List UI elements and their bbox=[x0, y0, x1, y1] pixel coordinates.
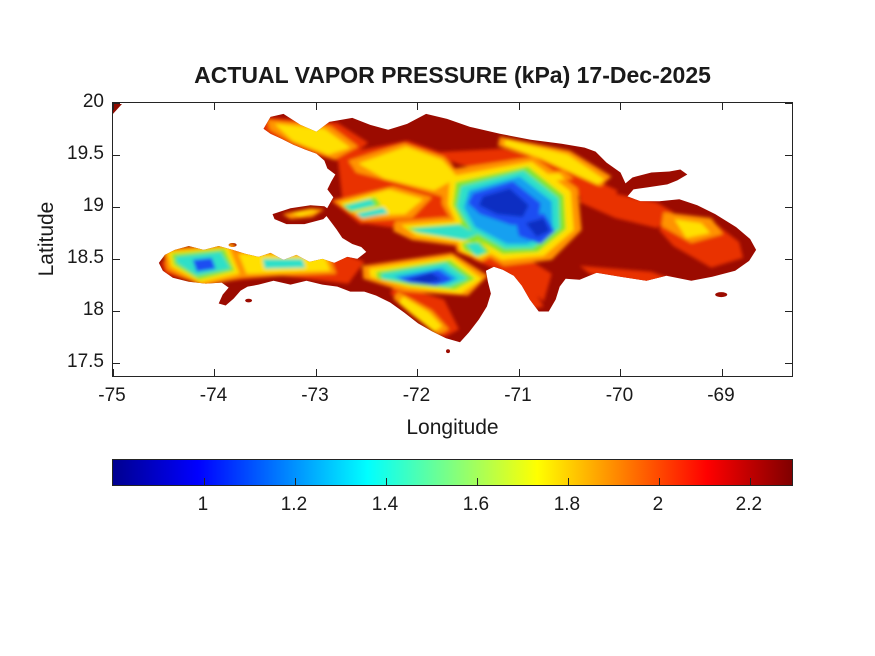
x-tick-top--74 bbox=[214, 103, 216, 110]
y-tick-label: 18 bbox=[82, 299, 104, 321]
x-tick--70 bbox=[620, 369, 622, 376]
x-tick-label: -75 bbox=[98, 385, 126, 406]
colorbar-tick-label: 1 bbox=[197, 494, 209, 515]
x-tick--71 bbox=[518, 369, 520, 376]
y-tick-label: 20 bbox=[82, 91, 104, 112]
colorbar-tick-1.4 bbox=[385, 478, 387, 485]
colorbar-tick-label: 1.2 bbox=[280, 494, 308, 515]
x-tick-top--69 bbox=[721, 103, 723, 110]
colorbar-tick-label: 2.2 bbox=[735, 494, 763, 515]
x-tick-label: -70 bbox=[605, 385, 634, 406]
y-tick-18.5 bbox=[113, 259, 120, 260]
map-cuba-fragment bbox=[113, 103, 122, 114]
x-tick-top--75 bbox=[113, 103, 114, 110]
y-tick-right-20 bbox=[785, 103, 792, 104]
y-tick-18 bbox=[113, 311, 120, 313]
y-axis-label: Latitude bbox=[35, 201, 58, 277]
y-tick-right-18 bbox=[785, 311, 792, 313]
y-tick-right-17.5 bbox=[785, 363, 792, 365]
y-tick-20 bbox=[113, 103, 120, 104]
colorbar-tick-label: 1.8 bbox=[553, 494, 581, 515]
colorbar-tick-label: 1.6 bbox=[462, 494, 490, 515]
x-tick-label: -69 bbox=[707, 385, 735, 406]
colorbar-tick-2.2 bbox=[749, 478, 751, 485]
x-tick-label: -73 bbox=[301, 385, 329, 406]
y-tick-19 bbox=[113, 207, 120, 208]
plot-title: ACTUAL VAPOR PRESSURE (kPa) 17-Dec-2025 bbox=[194, 62, 711, 88]
x-tick--73 bbox=[315, 369, 317, 376]
x-tick--72 bbox=[417, 369, 419, 376]
colorbar-tick-2 bbox=[658, 478, 660, 485]
x-tick-top--70 bbox=[620, 103, 622, 110]
colorbar-tick-1.6 bbox=[476, 478, 478, 485]
plot-area bbox=[112, 102, 793, 377]
y-tick-19.5 bbox=[113, 155, 120, 156]
x-tick-label: -72 bbox=[402, 385, 431, 406]
y-tick-label: 17.5 bbox=[67, 351, 104, 373]
y-tick-17.5 bbox=[113, 363, 120, 365]
x-tick-label: -74 bbox=[199, 385, 228, 406]
y-tick-right-19 bbox=[785, 207, 792, 208]
colorbar-tick-label: 1.4 bbox=[371, 494, 399, 515]
colorbar-tick-1.2 bbox=[294, 478, 296, 485]
x-tick--74 bbox=[214, 369, 216, 376]
colorbar bbox=[112, 459, 793, 486]
y-tick-label: 19 bbox=[82, 195, 104, 216]
y-tick-label: 19.5 bbox=[67, 143, 104, 164]
x-tick-top--72 bbox=[417, 103, 419, 110]
colorbar-tick-1 bbox=[203, 478, 205, 485]
y-tick-right-18.5 bbox=[785, 259, 792, 260]
y-tick-label: 18.5 bbox=[67, 247, 104, 268]
x-tick-top--73 bbox=[315, 103, 317, 110]
x-tick-label: -71 bbox=[504, 385, 532, 406]
map-layer-darkblue bbox=[407, 188, 550, 284]
map-shading bbox=[160, 116, 744, 338]
x-tick-top--71 bbox=[518, 103, 520, 110]
y-tick-right-19.5 bbox=[785, 155, 792, 156]
vapor-pressure-map bbox=[113, 103, 757, 354]
x-tick--75 bbox=[113, 369, 114, 376]
x-tick--69 bbox=[721, 369, 723, 376]
x-axis-label: Longitude bbox=[406, 416, 499, 439]
colorbar-tick-label: 2 bbox=[652, 494, 664, 515]
colorbar-tick-1.8 bbox=[567, 478, 569, 485]
